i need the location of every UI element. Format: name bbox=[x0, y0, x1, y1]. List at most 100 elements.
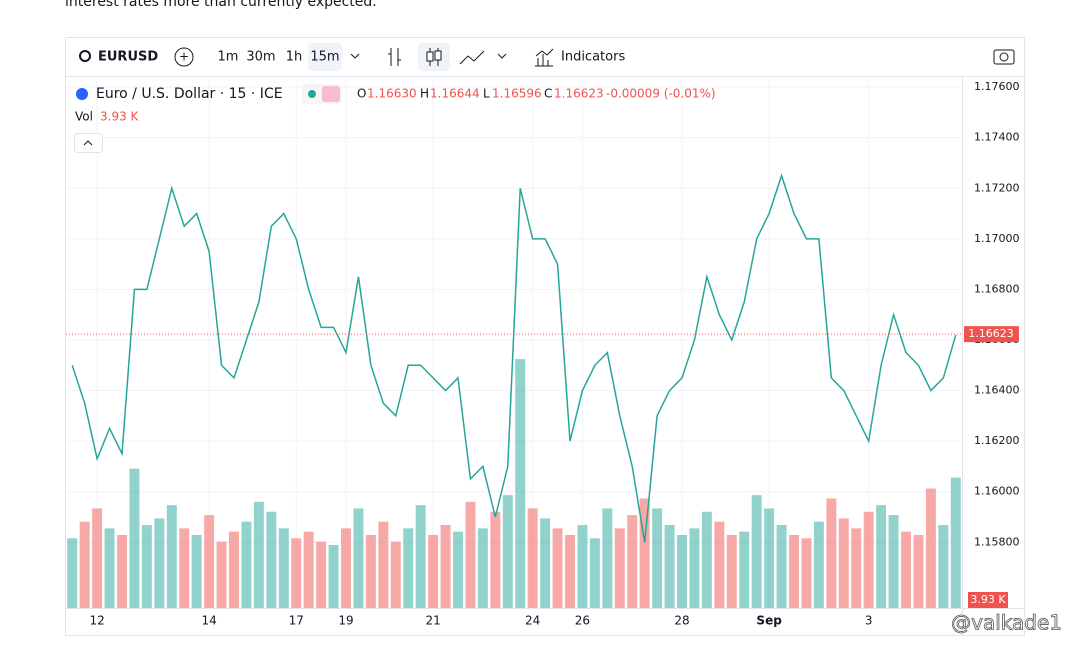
last-price-badge bbox=[964, 326, 1019, 343]
volume-bar bbox=[826, 498, 837, 608]
volume-bar bbox=[801, 538, 812, 608]
status-dot bbox=[308, 90, 316, 98]
volume-bar bbox=[527, 508, 538, 608]
volume-bar bbox=[552, 528, 563, 608]
volume-bar bbox=[627, 515, 638, 608]
vol-badge bbox=[968, 592, 1008, 608]
volume-bar bbox=[502, 495, 513, 608]
volume-bar bbox=[901, 531, 911, 608]
volume-bar bbox=[776, 525, 787, 608]
volume-bar bbox=[751, 495, 762, 608]
x-tick-label: 12 bbox=[89, 614, 104, 628]
symbol[interactable]: EURUSD bbox=[98, 50, 158, 65]
volume-bar bbox=[316, 541, 327, 608]
y-tick-label: 1.15800 bbox=[974, 535, 1020, 548]
volume-bar bbox=[938, 525, 949, 608]
volume-bar bbox=[266, 511, 277, 608]
x-tick-label: 21 bbox=[425, 614, 440, 628]
volume-bar bbox=[838, 518, 849, 608]
y-tick-label: 1.17000 bbox=[974, 232, 1020, 245]
interval[interactable]: 15m bbox=[310, 50, 339, 65]
volume-bar bbox=[540, 518, 551, 608]
volume-bar bbox=[79, 521, 90, 608]
volume-bar bbox=[328, 544, 339, 608]
y-tick-label: 1.17200 bbox=[974, 181, 1020, 194]
volume-bar bbox=[117, 534, 127, 608]
volume-bar bbox=[639, 498, 650, 608]
interval[interactable]: 30m bbox=[246, 50, 275, 65]
price-line bbox=[71, 173, 957, 543]
volume-bar bbox=[341, 528, 351, 608]
volume-bar bbox=[515, 359, 526, 608]
x-tick-label: 3 bbox=[865, 614, 873, 628]
dropdown[interactable] bbox=[497, 53, 507, 59]
volume-bar bbox=[141, 525, 152, 608]
volume-bar bbox=[440, 525, 451, 608]
page-text: interest rates more than currently expec… bbox=[65, 0, 377, 10]
y-tick-label: 1.16400 bbox=[974, 384, 1020, 397]
camera[interactable] bbox=[993, 49, 1015, 65]
vol-value: 3.93 K bbox=[100, 110, 140, 124]
ohlc-value: 1.16644 bbox=[430, 87, 480, 101]
volume-bar bbox=[365, 534, 376, 608]
x-tick-label: 14 bbox=[201, 614, 216, 628]
volume-bar bbox=[589, 538, 600, 608]
volume-bar bbox=[428, 534, 439, 608]
volume-bar bbox=[851, 528, 862, 608]
volume-bar bbox=[701, 511, 712, 608]
series-name: Euro / U.S. Dollar · 15 · ICE bbox=[96, 86, 283, 102]
volume-bar bbox=[876, 505, 887, 608]
volume-bar bbox=[689, 528, 700, 608]
x-tick-label: 28 bbox=[674, 614, 689, 628]
x-tick-label: 17 bbox=[289, 614, 304, 628]
vol-key: Vol bbox=[75, 110, 93, 124]
volume-bar bbox=[677, 534, 687, 608]
volume-bar bbox=[353, 508, 364, 608]
volume-bar bbox=[577, 525, 588, 608]
volume-bar bbox=[913, 534, 924, 608]
volume-bar bbox=[154, 518, 165, 608]
volume-bar bbox=[950, 477, 961, 608]
indicators[interactable]: Indicators bbox=[561, 50, 625, 65]
bar-icon[interactable] bbox=[388, 48, 401, 66]
volume-bar bbox=[739, 531, 750, 608]
x-tick-label: 24 bbox=[525, 614, 540, 628]
volume-bar bbox=[291, 538, 302, 608]
volume-bar bbox=[67, 538, 78, 608]
collapse-button[interactable] bbox=[74, 133, 103, 153]
x-tick-label: 26 bbox=[575, 614, 590, 628]
interval[interactable]: 1m bbox=[218, 50, 239, 65]
x-tick-label: Sep bbox=[756, 614, 782, 628]
search-icon[interactable] bbox=[79, 50, 91, 62]
volume-bar bbox=[465, 501, 476, 608]
y-tick-label: 1.16800 bbox=[974, 282, 1020, 295]
volume-bar bbox=[204, 515, 215, 608]
indicators-icon[interactable] bbox=[535, 48, 554, 67]
volume-bar bbox=[303, 531, 314, 608]
volume-bar bbox=[652, 508, 663, 608]
volume-bar bbox=[229, 531, 239, 608]
style-active bbox=[418, 43, 450, 71]
volume-bar bbox=[664, 525, 675, 608]
area-icon[interactable] bbox=[459, 50, 485, 65]
add-symbol[interactable] bbox=[174, 47, 194, 67]
volume-bar bbox=[253, 501, 264, 608]
ohlc-value: 1.16630 bbox=[367, 87, 417, 101]
volume-bar bbox=[390, 541, 401, 608]
last-price-label: 1.16623 bbox=[968, 327, 1014, 340]
x-tick-label: 19 bbox=[338, 614, 353, 628]
volume-bar bbox=[129, 468, 140, 608]
ohlc-key: C bbox=[544, 87, 552, 101]
volume-bar bbox=[241, 521, 252, 608]
dropdown[interactable] bbox=[350, 53, 360, 59]
volume-bar bbox=[490, 511, 501, 608]
volume-bar bbox=[714, 521, 725, 608]
plus[interactable]: + bbox=[179, 50, 189, 64]
volume-bar bbox=[179, 528, 190, 608]
chevron[interactable] bbox=[83, 140, 93, 146]
interval[interactable]: 1h bbox=[286, 50, 303, 65]
ohlc-key: O bbox=[357, 87, 366, 101]
ohlc-value: 1.16596 bbox=[492, 87, 542, 101]
volume-bar bbox=[415, 505, 426, 608]
